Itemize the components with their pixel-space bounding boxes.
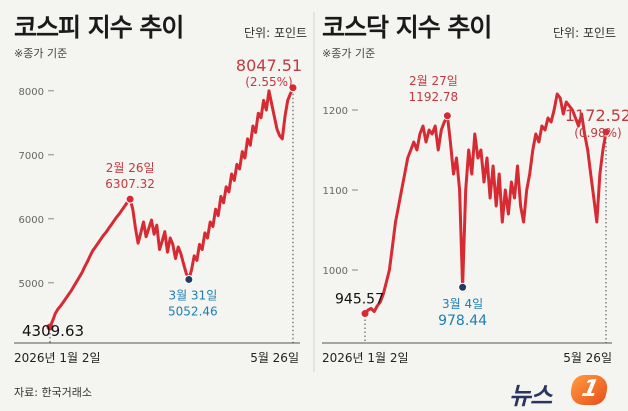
kosdaq-start-label: 945.57 [335,292,384,308]
kospi-peak-date-label: 2월 26일 [106,161,155,175]
kospi-x-start-label: 2026년 1월 2일 [14,351,101,365]
kosdaq-y-tick-label: 1200 [323,106,348,117]
kospi-start-label: 4309.63 [22,322,84,340]
kospi-y-tick-label: 6000 [19,215,44,226]
kospi-series-line [48,86,295,329]
kospi-start-point [46,323,54,331]
kosdaq-series-line [363,92,608,315]
kosdaq-y-tick-label: 1000 [323,266,348,277]
kosdaq-start-point [361,310,369,318]
kosdaq-note-label: ※종가 기준 [322,47,376,60]
kospi-low-value-label: 5052.46 [168,304,218,318]
kospi-unit-label: 단위: 포인트 [244,26,308,40]
kospi-low-point [184,274,194,284]
kospi-low-date-label: 3월 31일 [168,288,217,302]
kospi-y-tick-label: 5000 [19,279,44,290]
kosdaq-peak-point [442,111,452,121]
kosdaq-x-end-label: 5월 26일 [563,351,612,365]
kospi-x-end-label: 5월 26일 [250,351,299,365]
kosdaq-end-change-label: (0.98%) [574,126,621,140]
kosdaq-unit-label: 단위: 포인트 [553,26,617,40]
kosdaq-low-date-label: 3월 4일 [442,297,483,311]
kospi-end-change-label: (2.55%) [245,75,292,89]
kospi-chart-title: 코스피 지수 추이 [14,13,184,42]
kosdaq-peak-date-label: 2월 27일 [409,74,458,88]
kosdaq-end-value-label: 1172.52 [565,106,628,125]
kosdaq-x-start-label: 2026년 1월 2일 [322,351,409,365]
kospi-end-point [288,83,298,93]
kosdaq-low-point [458,282,468,292]
kosdaq-peak-value-label: 1192.78 [409,90,459,104]
kospi-end-value-label: 8047.51 [236,56,302,75]
logo-badge: 1 [567,375,611,405]
kosdaq-end-point [601,127,611,137]
kospi-y-tick-label: 8000 [19,87,44,98]
kosdaq-chart-title: 코스닥 지수 추이 [322,13,492,42]
kospi-note-label: ※종가 기준 [14,47,68,60]
kosdaq-y-tick-label: 1100 [323,186,348,197]
kospi-peak-value-label: 6307.32 [105,177,155,191]
logo-text: 뉴스 [509,382,552,410]
kospi-y-tick-label: 7000 [19,151,44,162]
news1-logo: 뉴스 1 [509,374,621,410]
source-label: 자료: 한국거래소 [14,386,93,399]
kospi-peak-point [125,194,135,204]
kosdaq-low-value-label: 978.44 [438,313,487,329]
